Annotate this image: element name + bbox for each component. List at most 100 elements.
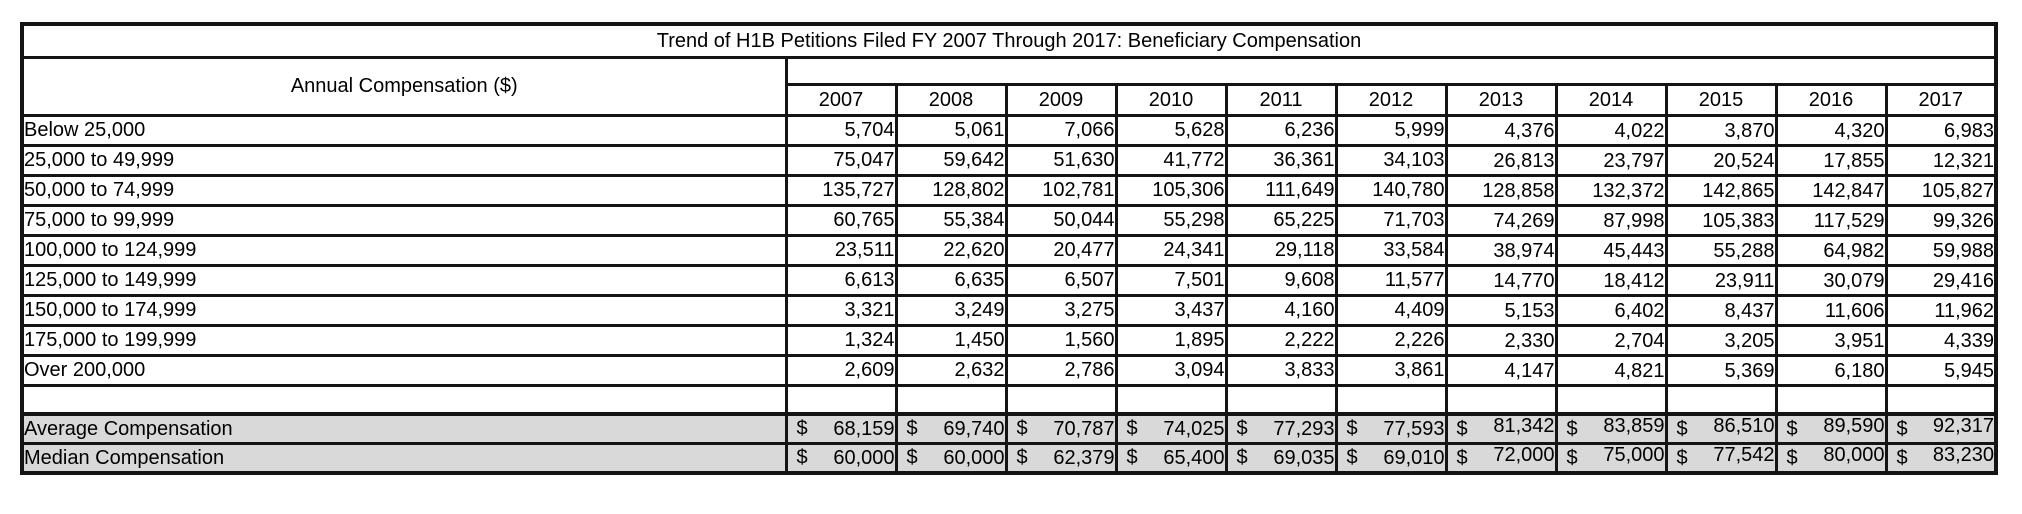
blank-cell (20, 384, 788, 416)
value-cell: 3,833 (1224, 354, 1338, 387)
value-cell: 142,865 (1664, 174, 1778, 207)
row-label: 175,000 to 199,999 (20, 324, 788, 357)
summary-row: Median Compensation $60,000 $60,000 $62,379… (20, 442, 1998, 475)
summary-value: 60,000 (833, 446, 895, 469)
currency-symbol: $ (1456, 447, 1468, 469)
table-row: 25,000 to 49,999 75,047 59,642 51,630 41,772… (20, 144, 1998, 177)
value-cell: 45,443 (1554, 234, 1668, 267)
summary-value: 68,159 (833, 417, 895, 440)
value-cell: 6,613 (784, 264, 898, 297)
value-cell: 71,703 (1334, 204, 1448, 237)
value-cell: 12,321 (1884, 144, 1998, 177)
value-cell: 29,416 (1884, 264, 1998, 297)
value-cell: 17,855 (1774, 144, 1888, 177)
value-cell: 23,797 (1554, 144, 1668, 177)
value-cell: 4,376 (1444, 114, 1558, 147)
summary-value-cell: $77,293 (1224, 412, 1338, 445)
value-cell: 1,895 (1114, 324, 1228, 357)
currency-symbol: $ (796, 446, 808, 469)
value-cell: 3,249 (894, 294, 1008, 327)
summary-value: 65,400 (1163, 446, 1225, 469)
value-cell: 55,384 (894, 204, 1008, 237)
value-cell: 55,288 (1664, 234, 1778, 267)
summary-value-cell: $62,379 (1004, 442, 1118, 475)
value-cell: 7,066 (1004, 114, 1118, 147)
value-cell: 2,632 (894, 354, 1008, 387)
summary-value: 89,590 (1823, 415, 1885, 437)
value-cell: 4,022 (1554, 114, 1668, 147)
currency-symbol: $ (1566, 418, 1578, 440)
year-header: 2012 (1334, 83, 1448, 117)
value-cell: 105,383 (1664, 204, 1778, 237)
value-cell: 38,974 (1444, 234, 1558, 267)
summary-value: 70,787 (1053, 417, 1115, 440)
year-header: 2016 (1774, 83, 1888, 117)
value-cell: 11,606 (1774, 294, 1888, 327)
value-cell: 51,630 (1004, 144, 1118, 177)
value-cell: 50,044 (1004, 204, 1118, 237)
summary-value-cell: $83,230 (1884, 442, 1998, 475)
value-cell: 30,079 (1774, 264, 1888, 297)
summary-row: Average Compensation $68,159 $69,740 $70,78… (20, 412, 1998, 445)
currency-symbol: $ (796, 417, 808, 440)
blank-cell (784, 384, 898, 416)
years-header-row: 2007 2008 2009 2010 2011 2012 2013 2014 2015 2016… (22, 83, 1998, 117)
years-spacer-cell (784, 56, 1998, 86)
year-header: 2007 (784, 83, 898, 117)
row-label: 100,000 to 124,999 (20, 234, 788, 267)
currency-symbol: $ (1456, 418, 1468, 440)
value-cell: 87,998 (1554, 204, 1668, 237)
summary-value-cell: $60,000 (894, 442, 1008, 475)
value-cell: 102,781 (1004, 174, 1118, 207)
value-cell: 59,988 (1884, 234, 1998, 267)
table-row: Over 200,000 2,609 2,632 2,786 3,094 3,833 3,8… (20, 354, 1998, 387)
blank-cell (1224, 384, 1338, 416)
table-row: 125,000 to 149,999 6,613 6,635 6,507 7,501 9,… (20, 264, 1998, 297)
currency-symbol: $ (1786, 418, 1798, 440)
value-cell: 3,951 (1774, 324, 1888, 357)
blank-cell (1554, 384, 1668, 416)
currency-symbol: $ (1016, 446, 1028, 469)
value-cell: 4,339 (1884, 324, 1998, 357)
value-cell: 132,372 (1554, 174, 1668, 207)
summary-value-cell: $77,542 (1664, 442, 1778, 475)
blank-cell (1774, 384, 1888, 416)
value-cell: 64,982 (1774, 234, 1888, 267)
value-cell: 5,945 (1884, 354, 1998, 387)
currency-symbol: $ (906, 446, 918, 469)
blank-cell (1334, 384, 1448, 416)
year-header: 2008 (894, 83, 1008, 117)
value-cell: 23,911 (1664, 264, 1778, 297)
value-cell: 29,118 (1224, 234, 1338, 267)
value-cell: 6,402 (1554, 294, 1668, 327)
value-cell: 5,704 (784, 114, 898, 147)
summary-value: 75,000 (1603, 444, 1665, 466)
currency-symbol: $ (1126, 417, 1138, 440)
blank-cell (1664, 384, 1778, 416)
table-title: Trend of H1B Petitions Filed FY 2007 Thr… (20, 22, 1998, 59)
value-cell: 6,635 (894, 264, 1008, 297)
value-cell: 2,226 (1334, 324, 1448, 357)
header-row-spacer: Annual Compensation ($) (20, 56, 1998, 117)
value-cell: 105,306 (1114, 174, 1228, 207)
row-label: 150,000 to 174,999 (20, 294, 788, 327)
value-cell: 74,269 (1444, 204, 1558, 237)
currency-symbol: $ (1236, 446, 1248, 469)
value-cell: 142,847 (1774, 174, 1888, 207)
currency-symbol: $ (1346, 417, 1358, 440)
summary-value-cell: $92,317 (1884, 412, 1998, 445)
value-cell: 5,153 (1444, 294, 1558, 327)
value-cell: 23,511 (784, 234, 898, 267)
value-cell: 4,409 (1334, 294, 1448, 327)
value-cell: 75,047 (784, 144, 898, 177)
value-cell: 22,620 (894, 234, 1008, 267)
value-cell: 1,560 (1004, 324, 1118, 357)
summary-value: 60,000 (943, 446, 1005, 469)
value-cell: 26,813 (1444, 144, 1558, 177)
summary-value: 83,859 (1603, 415, 1665, 437)
summary-value-cell: $75,000 (1554, 442, 1668, 475)
value-cell: 4,147 (1444, 354, 1558, 387)
value-cell: 20,524 (1664, 144, 1778, 177)
value-cell: 14,770 (1444, 264, 1558, 297)
summary-value: 74,025 (1163, 417, 1225, 440)
